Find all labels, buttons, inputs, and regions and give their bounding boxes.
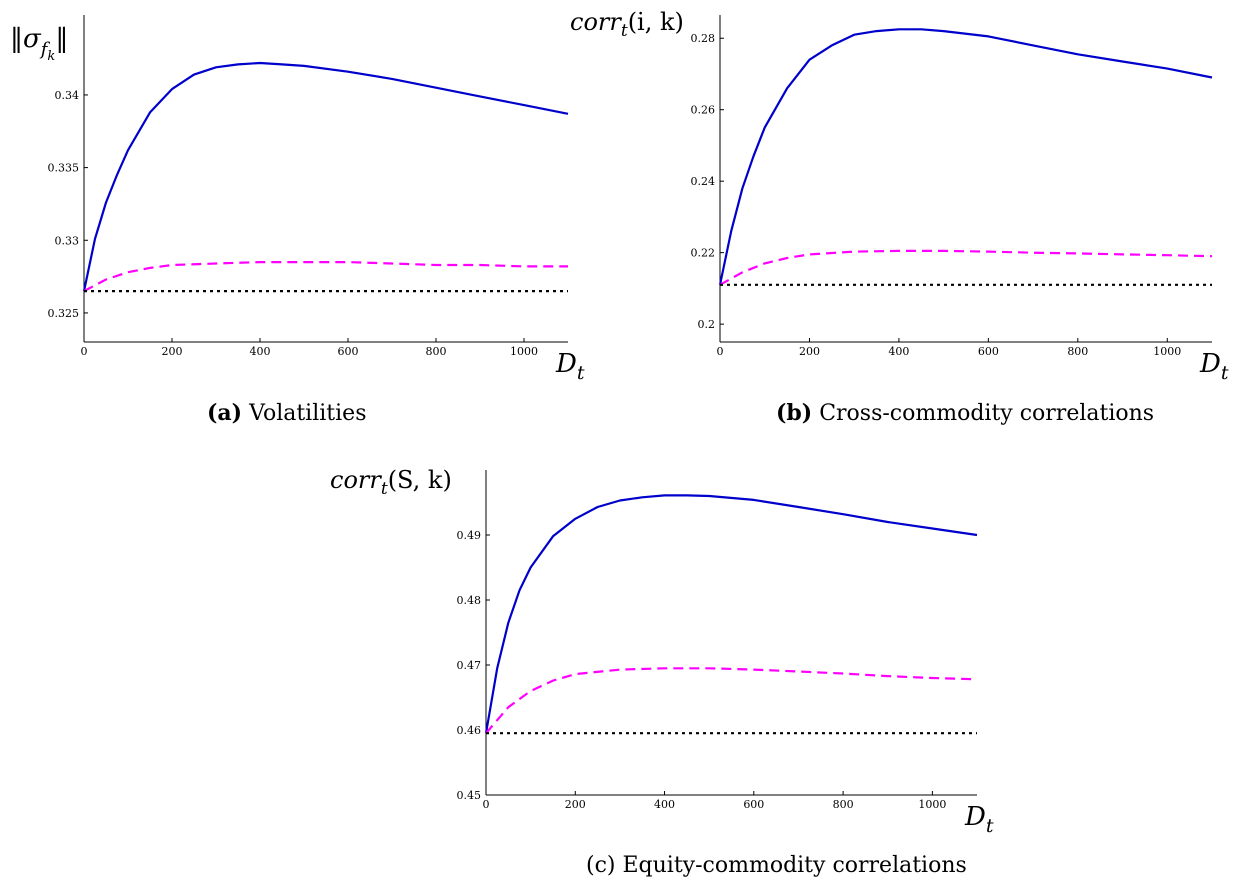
y-tick-label: 0.47 [457,659,482,672]
norm-open: ‖ [10,24,23,54]
y-tick-label: 0.33 [55,234,80,247]
x-axis-label: Dt [964,802,994,837]
caption-b: (b) Cross-commodity correlations [776,400,1154,426]
x-axis-label-sub: t [986,815,994,837]
sigma: σ [23,24,42,54]
chart-b: 0 200 400 600 800 1000 0.2 0.22 0.24 0.26 0.28 Dt co… [570,8,1229,384]
series-dashed-line [83,261,568,293]
y-axis-label: ‖σfk‖ [10,24,68,64]
y-axis-label: corrt(S, k) [330,466,452,499]
norm-close: ‖ [55,24,68,54]
series-solid-line [82,61,569,292]
caption-a: (a) Volatilities [207,400,366,426]
series-dashed-line [719,249,1213,286]
x-axis-label: Dt [555,349,585,384]
y-tick-label: 0.26 [691,104,716,117]
ylabel-main: corr [330,466,382,494]
ylabel-sub: t [621,21,628,41]
x-tick-label: 1000 [1153,345,1181,358]
y-tick-label: 0.2 [698,318,716,331]
x-tick-label: 600 [978,345,999,358]
y-tick-label: 0.49 [457,529,482,542]
x-tick-label: 0 [483,798,490,811]
y-tick-label: 0.325 [48,307,80,320]
series-solid-line [484,494,978,734]
ylabel-args: (i, k) [628,8,684,36]
x-tick-label: 0 [717,345,724,358]
caption-a-tag: (a) [207,400,243,426]
y-tick-label: 0.34 [55,89,80,102]
x-axis-label-sub: t [577,362,585,384]
x-axis-label: Dt [1199,349,1229,384]
caption-b-tag: (b) [776,400,813,426]
chart-a: 0 200 400 600 800 1000 0.325 0.33 0.335 0.34 Dt ‖σf… [10,15,585,384]
y-tick-label: 0.46 [457,724,482,737]
y-tick-label: 0.335 [48,162,80,175]
ylabel-args: (S, k) [388,466,452,494]
y-tick-label: 0.24 [691,175,716,188]
y-tick-label: 0.22 [691,247,716,260]
sub-k: k [47,49,55,64]
x-tick-label: 200 [565,798,586,811]
y-tick-label: 0.48 [457,594,482,607]
x-tick-label: 800 [833,798,854,811]
x-tick-label: 400 [250,345,271,358]
y-tick-label: 0.28 [691,32,716,45]
ylabel-main: corr [570,8,622,36]
x-axis-label-sub: t [1221,362,1229,384]
y-axis-label: corrt(i, k) [570,8,684,41]
ylabel-sub: t [381,479,388,499]
series-solid-line [718,28,1213,286]
caption-b-text: Cross-commodity correlations [819,401,1155,426]
x-tick-label: 1000 [510,345,538,358]
x-tick-label: 400 [888,345,909,358]
x-tick-label: 800 [1067,345,1088,358]
series-dashed-line [485,667,978,734]
caption-a-text: Volatilities [249,401,367,426]
caption-c-text: (c) Equity-commodity correlations [586,853,967,878]
chart-c: 0 200 400 600 800 1000 0.45 0.46 0.47 0.48 0.49 Dt c… [330,466,994,837]
y-tick-label: 0.45 [457,789,482,802]
x-tick-label: 0 [81,345,88,358]
x-tick-label: 600 [743,798,764,811]
x-tick-label: 600 [338,345,359,358]
x-tick-label: 400 [654,798,675,811]
x-tick-label: 200 [162,345,183,358]
x-tick-label: 200 [799,345,820,358]
caption-c: (c) Equity-commodity correlations [586,853,967,878]
x-tick-label: 800 [426,345,447,358]
x-tick-label: 1000 [918,798,946,811]
